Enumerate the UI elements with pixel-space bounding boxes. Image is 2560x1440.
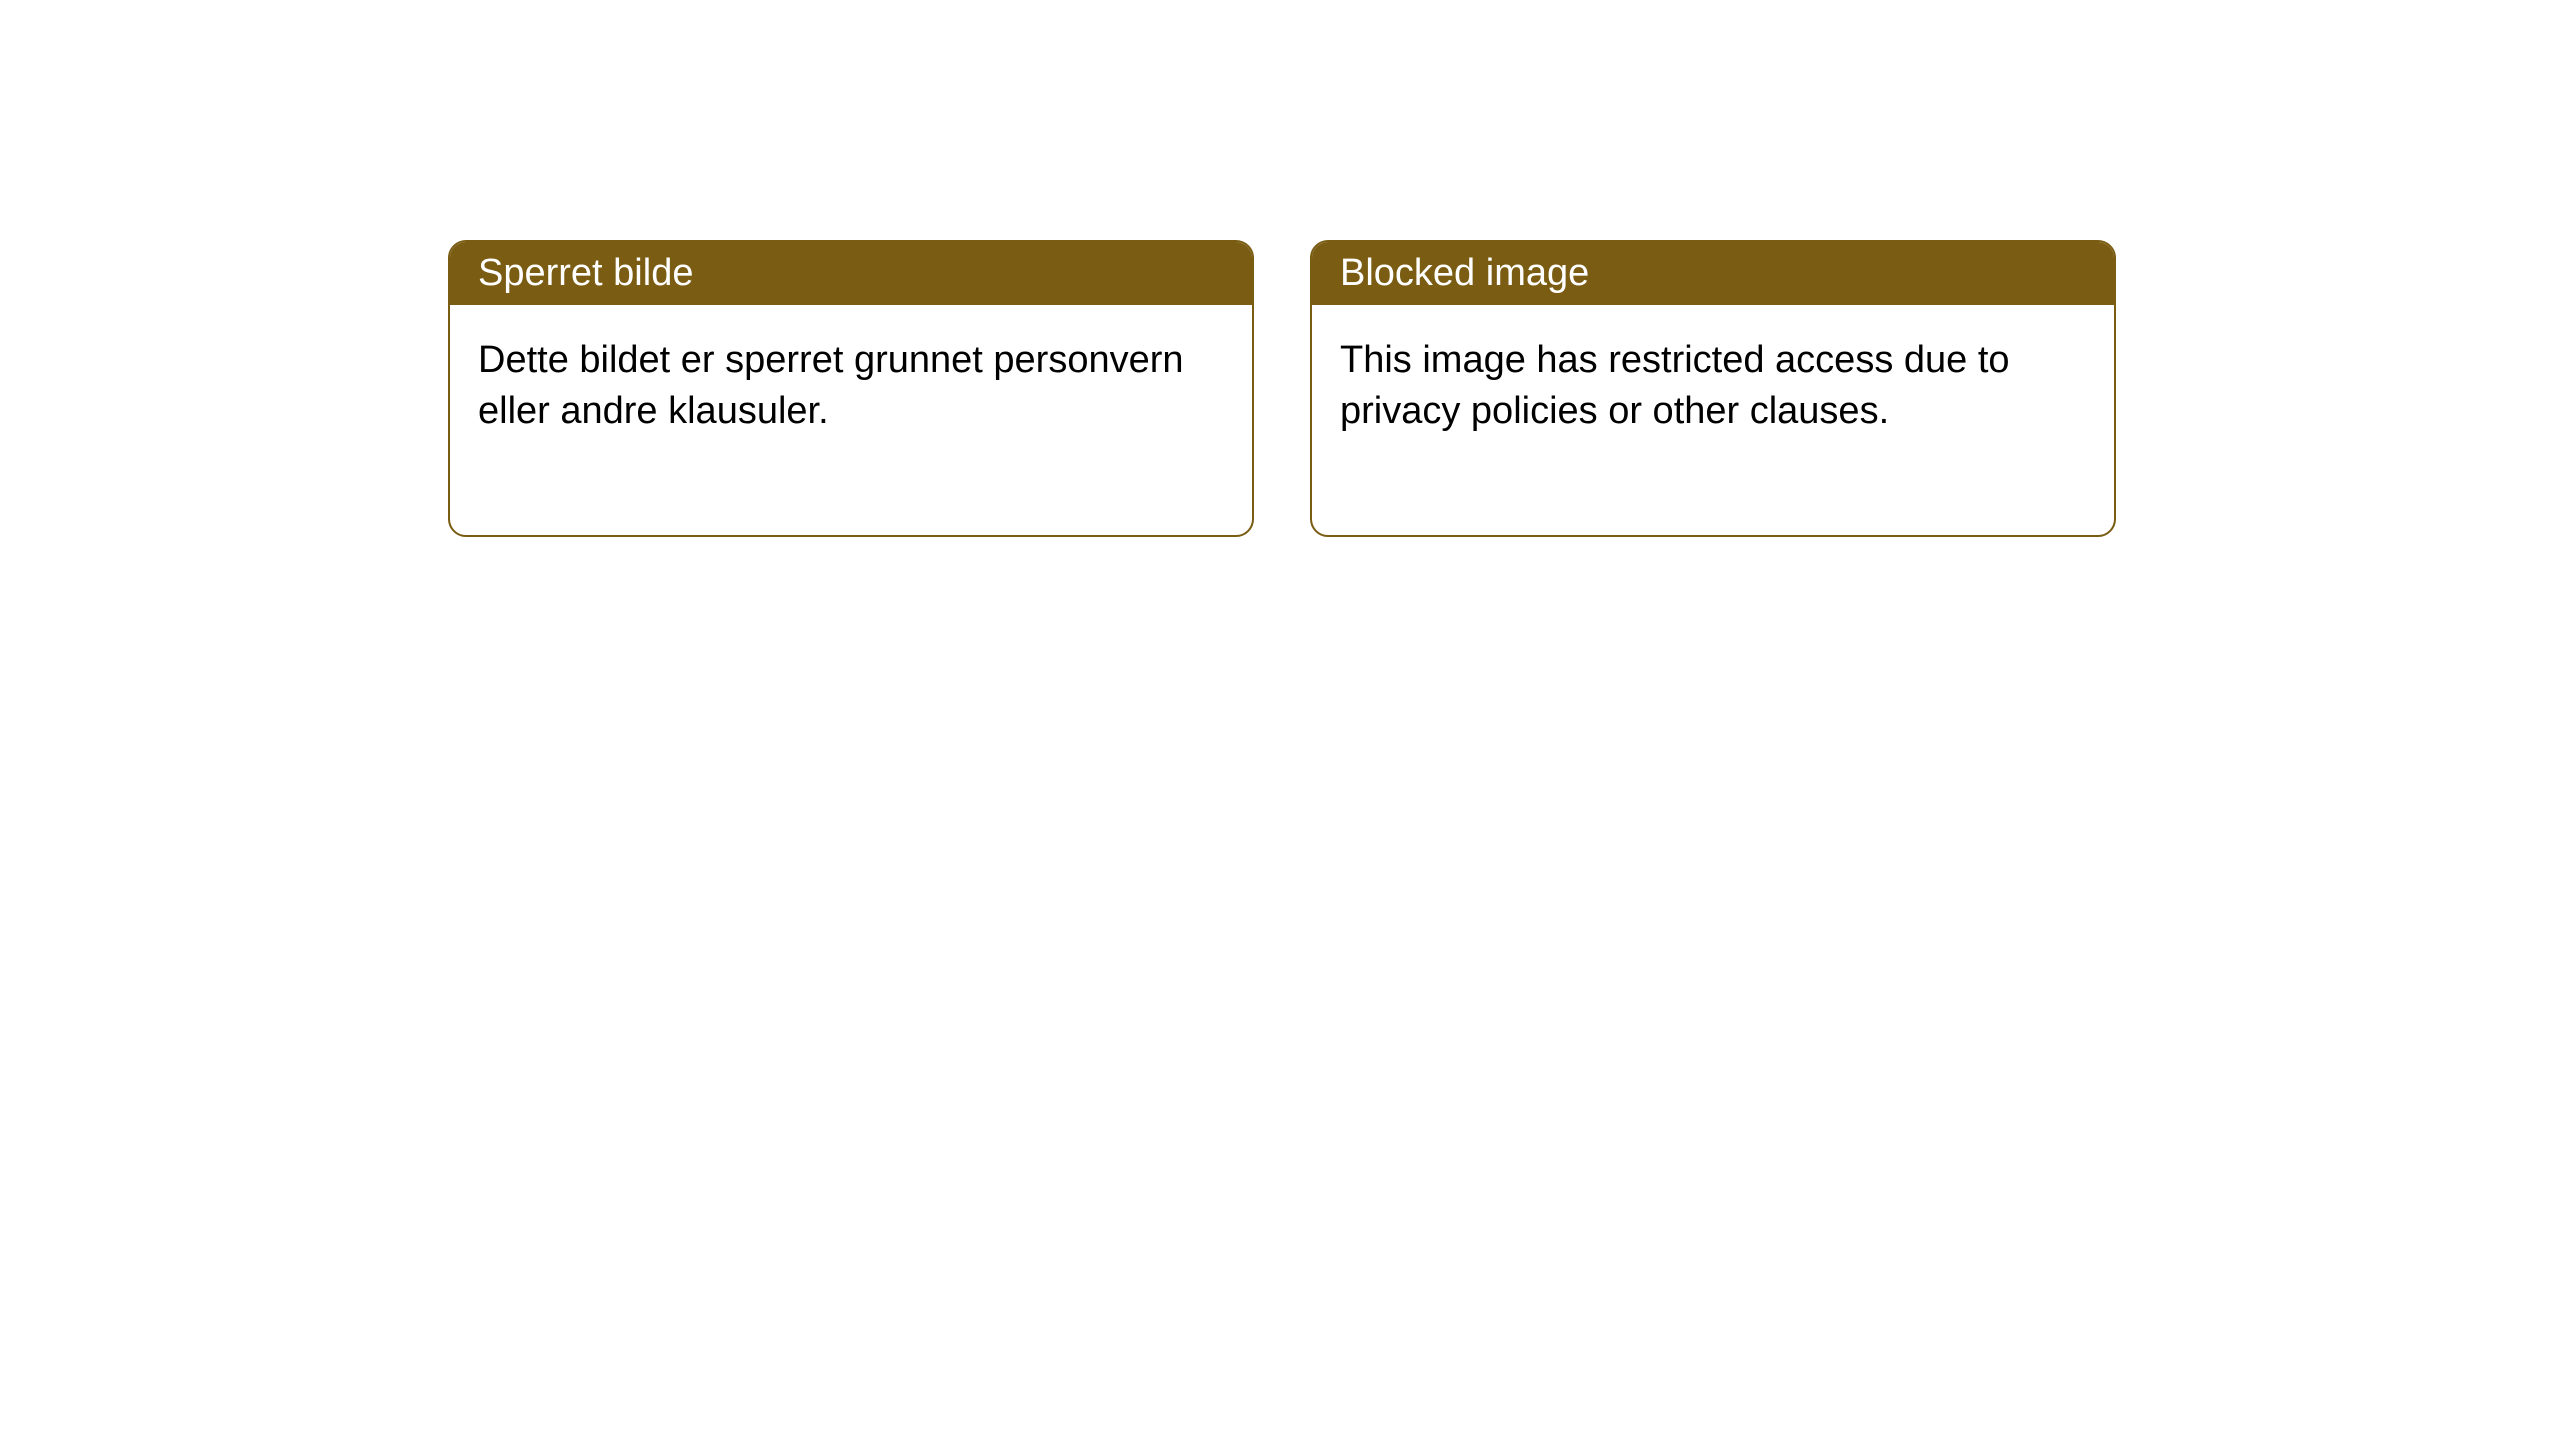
- card-body-text: Dette bildet er sperret grunnet personve…: [450, 305, 1252, 535]
- card-title: Blocked image: [1312, 242, 2114, 305]
- notice-card-english: Blocked image This image has restricted …: [1310, 240, 2116, 537]
- notice-card-norwegian: Sperret bilde Dette bildet er sperret gr…: [448, 240, 1254, 537]
- card-title: Sperret bilde: [450, 242, 1252, 305]
- notice-cards-row: Sperret bilde Dette bildet er sperret gr…: [0, 0, 2560, 537]
- card-body-text: This image has restricted access due to …: [1312, 305, 2114, 535]
